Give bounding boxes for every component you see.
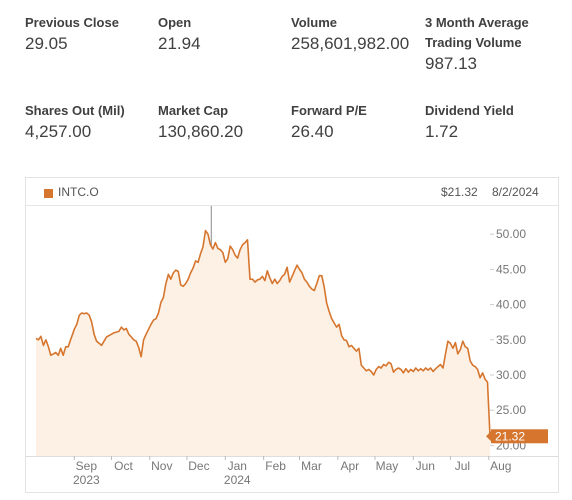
stat-label: Forward P/E	[291, 103, 367, 118]
last-date: 8/2/2024	[492, 185, 539, 199]
x-tick-label: Jul	[455, 459, 470, 473]
chart-plot[interactable]: 20.0025.0030.0035.0040.0045.0050.00Sep20…	[26, 178, 558, 492]
x-tick-label: Sep	[76, 459, 98, 473]
y-tick-label: 45.00	[496, 262, 526, 276]
y-tick-label: 50.00	[496, 227, 526, 241]
stat-label: Shares Out (Mil)	[25, 103, 125, 118]
stat-value: 987.13	[425, 54, 477, 73]
stat-dividend-yield: Dividend Yield 1.72	[425, 101, 555, 143]
series-area	[36, 230, 490, 456]
stat-volume: Volume 258,601,982.00	[291, 13, 421, 55]
x-tick-label: Mar	[301, 459, 322, 473]
legend-swatch	[44, 189, 53, 198]
stat-value: 4,257.00	[25, 122, 92, 141]
stat-label: Volume	[291, 15, 337, 30]
chart-header: INTC.O $21.32 8/2/2024	[26, 178, 558, 206]
stat-value: 1.72	[425, 122, 459, 141]
legend-label[interactable]: INTC.O	[58, 185, 99, 199]
stat-shares-out: Shares Out (Mil) 4,257.00	[25, 101, 155, 143]
stat-label: Previous Close	[25, 15, 119, 30]
stat-label: Open	[158, 15, 192, 30]
stat-value: 258,601,982.00	[291, 34, 410, 53]
x-tick-label: Feb	[265, 459, 286, 473]
stat-value: 21.94	[158, 34, 201, 53]
x-tick-label: Jan	[228, 459, 247, 473]
x-tick-label: Oct	[114, 459, 133, 473]
stat-open: Open 21.94	[158, 13, 288, 55]
x-tick-label: Jun	[416, 459, 435, 473]
x-tick-label: Aug	[490, 459, 511, 473]
last-value-label: 21.32	[495, 429, 525, 443]
x-tick-year-label: 2024	[224, 473, 251, 487]
x-tick-label: May	[376, 459, 399, 473]
stat-previous-close: Previous Close 29.05	[25, 13, 155, 55]
stat-value: 130,860.20	[158, 122, 244, 141]
last-price: $21.32	[441, 185, 478, 199]
x-tick-label: Apr	[340, 459, 359, 473]
x-tick-label: Dec	[188, 459, 209, 473]
series-line	[35, 229, 491, 437]
price-chart[interactable]: INTC.O $21.32 8/2/2024 20.00 25.00 30.00 35…	[25, 177, 559, 493]
stat-forward-pe: Forward P/E 26.40	[291, 101, 421, 143]
x-tick-label: Nov	[151, 459, 172, 473]
y-tick-label: 25.00	[496, 403, 526, 417]
y-tick-label: 30.00	[496, 368, 526, 382]
y-tick-label: 35.00	[496, 333, 526, 347]
stat-3-month-average-trading-volume: 3 Month Average Trading Volume 987.13	[425, 13, 565, 75]
stat-market-cap: Market Cap 130,860.20	[158, 101, 288, 143]
stat-value: 29.05	[25, 34, 68, 53]
stat-label: 3 Month Average Trading Volume	[425, 15, 529, 50]
stat-label: Dividend Yield	[425, 103, 514, 118]
stat-value: 26.40	[291, 122, 334, 141]
last-value-pointer	[486, 431, 491, 442]
last-value-badge	[491, 429, 548, 444]
stats-grid: Previous Close 29.05 Open 21.94 Volume 2…	[0, 0, 572, 170]
y-tick-label: 40.00	[496, 298, 526, 312]
x-tick-year-label: 2023	[73, 473, 100, 487]
stat-label: Market Cap	[158, 103, 229, 118]
